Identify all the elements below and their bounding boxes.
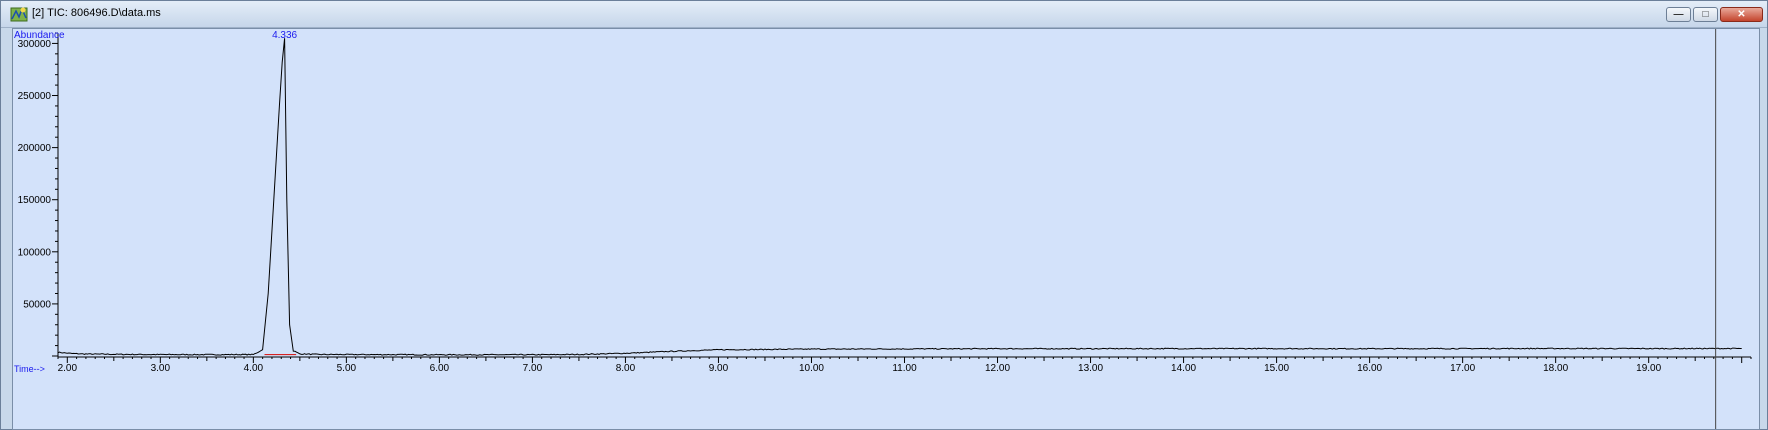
x-tick-label: 15.00 xyxy=(1264,363,1289,374)
x-tick-label: 18.00 xyxy=(1543,363,1568,374)
trace-group xyxy=(57,38,1742,356)
x-tick-label: 7.00 xyxy=(523,363,543,374)
minimize-button[interactable]: — xyxy=(1666,7,1691,22)
y-tick-label: 100000 xyxy=(18,247,52,258)
close-button[interactable]: ✕ xyxy=(1720,7,1763,22)
x-tick-label: 9.00 xyxy=(709,363,729,374)
x-tick-label: 8.00 xyxy=(616,363,636,374)
y-tick-label: 50000 xyxy=(23,299,51,310)
x-tick-label: 3.00 xyxy=(151,363,171,374)
chromatogram-icon xyxy=(10,7,28,22)
window-title: [2] TIC: 806496.D\data.ms xyxy=(32,7,161,19)
x-tick-label: 10.00 xyxy=(799,363,824,374)
y-tick-label: 250000 xyxy=(18,91,52,102)
x-tick-label: 14.00 xyxy=(1171,363,1196,374)
x-tick-label: 5.00 xyxy=(337,363,357,374)
tick-group: 2.00 3.00 4.00 5.00 6.00 7.00 8.00 9.00 10.00 11.… xyxy=(18,32,1752,374)
x-tick-label: 11.00 xyxy=(892,363,917,374)
maximize-icon: □ xyxy=(1702,9,1709,20)
plot-area[interactable]: 2.00 3.00 4.00 5.00 6.00 7.00 8.00 9.00 10.00 11.… xyxy=(12,28,1760,430)
close-icon: ✕ xyxy=(1737,9,1746,20)
peak-label[interactable]: 4.336 xyxy=(272,30,297,41)
x-tick-label: 6.00 xyxy=(430,363,450,374)
x-tick-label: 17.00 xyxy=(1450,363,1475,374)
x-tick-label: 12.00 xyxy=(985,363,1010,374)
chromatogram-chart[interactable]: 2.00 3.00 4.00 5.00 6.00 7.00 8.00 9.00 10.00 11.… xyxy=(13,29,1759,429)
y-axis-label: Abundance xyxy=(14,30,65,41)
y-tick-label: 150000 xyxy=(18,195,52,206)
x-tick-label: 2.00 xyxy=(58,363,78,374)
minimize-icon: — xyxy=(1673,9,1684,20)
y-tick-label: 200000 xyxy=(18,143,52,154)
axes xyxy=(57,33,1751,358)
tic-trace-line xyxy=(57,38,1742,356)
x-tick-label: 13.00 xyxy=(1078,363,1103,374)
x-tick-label: 19.00 xyxy=(1636,363,1661,374)
x-axis-label: Time--> xyxy=(14,364,45,374)
y-tick-label: 300000 xyxy=(18,39,52,50)
x-tick-label: 16.00 xyxy=(1357,363,1382,374)
x-tick-label: 4.00 xyxy=(244,363,264,374)
title-bar[interactable]: [2] TIC: 806496.D\data.ms — □ ✕ xyxy=(1,1,1767,28)
maximize-button[interactable]: □ xyxy=(1693,7,1718,22)
